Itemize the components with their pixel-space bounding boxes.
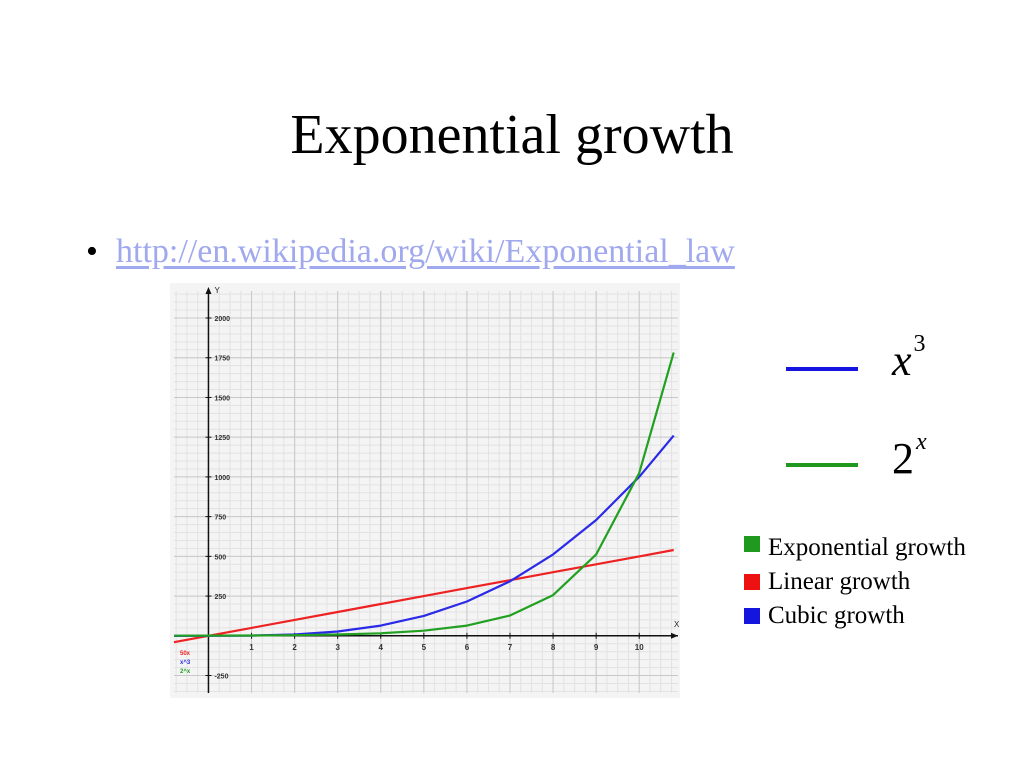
- x-tick-label: 2: [292, 643, 297, 652]
- x-tick-label: 8: [551, 643, 556, 652]
- x-tick-label: 5: [422, 643, 427, 652]
- legend-label-cubic: x3: [892, 331, 926, 385]
- legend-text-cubic: Cubic growth: [768, 602, 905, 629]
- legend-text-linear: Linear growth: [768, 568, 911, 595]
- legend-swatch-cubic: [786, 367, 858, 371]
- x-tick-label: 1: [249, 643, 254, 652]
- bullet-dot: •: [86, 233, 98, 270]
- legend-text-exponential: Exponential growth: [768, 534, 966, 561]
- y-tick-label: 2000: [214, 316, 230, 323]
- chart-legend-entry: x^3: [180, 660, 191, 666]
- chart-legend-entry: 2^x: [180, 669, 191, 675]
- legend-row-linear: Linear growth: [744, 565, 966, 599]
- y-tick-label: 1750: [214, 356, 230, 363]
- legend-label-exponential: 2x: [892, 429, 927, 483]
- series-line-0: [173, 548, 674, 644]
- legend-row-exponential: Exponential growth: [744, 531, 966, 565]
- blue-square-icon: [744, 608, 760, 624]
- x-tick-label: 4: [379, 643, 384, 652]
- wikipedia-link[interactable]: http://en.wikipedia.org/wiki/Exponential…: [116, 233, 735, 270]
- legend-swatch-exponential: [786, 463, 858, 467]
- chart-background: [170, 283, 680, 698]
- green-square-icon: [744, 536, 760, 552]
- y-axis-label: Y: [214, 286, 220, 295]
- growth-legend: Exponential growth Linear growth Cubic g…: [744, 531, 966, 633]
- y-tick-label: 1500: [214, 395, 230, 402]
- y-axis-arrow: [205, 287, 212, 294]
- y-tick-label: -250: [214, 674, 228, 681]
- y-tick-label: 750: [214, 515, 226, 522]
- x-tick-label: 9: [594, 643, 599, 652]
- series-line-2: [173, 352, 675, 637]
- y-tick-label: 500: [214, 554, 226, 561]
- legend-row-cubic: Cubic growth: [744, 599, 966, 633]
- bullet-item: • http://en.wikipedia.org/wiki/Exponentia…: [86, 230, 735, 274]
- slide-title: Exponential growth: [290, 104, 734, 166]
- x-axis-label: X: [674, 620, 680, 629]
- y-tick-label: 250: [214, 594, 226, 601]
- y-tick-label: 1250: [214, 435, 230, 442]
- chart-legend-entry: 50x: [180, 651, 191, 657]
- y-tick-label: 1000: [214, 475, 230, 482]
- x-tick-label: 6: [465, 643, 470, 652]
- growth-chart: X Y 1 2 3 4 5 6 7 8 9 10 -250 250 500 750 1000 1250 1500 17…: [170, 283, 680, 698]
- x-tick-label: 10: [635, 643, 644, 652]
- x-tick-label: 3: [335, 643, 340, 652]
- x-tick-label: 7: [508, 643, 513, 652]
- red-square-icon: [744, 574, 760, 590]
- x-axis-arrow: [671, 632, 678, 639]
